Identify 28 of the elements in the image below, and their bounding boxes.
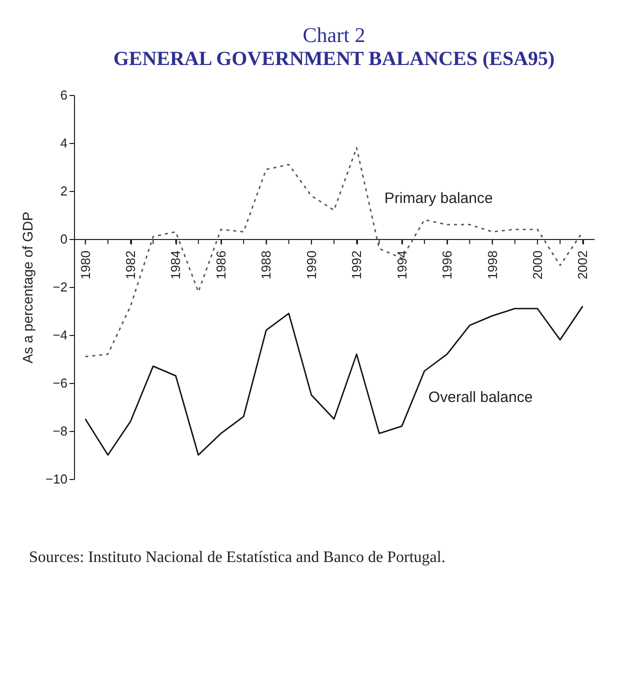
y-tick-label: 6 xyxy=(60,88,68,102)
y-tick-label: −6 xyxy=(52,376,68,390)
x-tick-label: 1994 xyxy=(394,250,410,280)
y-tick-label: 2 xyxy=(60,184,68,198)
chart-subtitle: GENERAL GOVERNMENT BALANCES (ESA95) xyxy=(113,48,555,70)
x-tick-label: 2000 xyxy=(530,250,545,280)
y-axis-title: As a percentage of GDP xyxy=(19,212,36,364)
series-label: Primary balance xyxy=(384,190,493,207)
chart-title: Chart 2 xyxy=(302,23,366,47)
x-tick-label: 1998 xyxy=(484,250,500,280)
x-tick-label: 1980 xyxy=(78,250,93,280)
x-tick-label: 1988 xyxy=(258,250,274,280)
y-tick-label: 4 xyxy=(60,136,68,150)
y-tick-label: 0 xyxy=(60,232,68,246)
x-tick-label: 1984 xyxy=(168,250,184,280)
x-tick-label: 1990 xyxy=(304,250,319,280)
source-note: Sources: Instituto Nacional de Estatística and Banco de Portugal. xyxy=(29,549,446,566)
y-tick-label: −10 xyxy=(45,472,68,486)
y-tick-label: −2 xyxy=(52,280,68,294)
series-label: Overall balance xyxy=(428,389,533,406)
x-tick-label: 1986 xyxy=(213,250,228,280)
y-tick-label: −4 xyxy=(52,328,68,342)
x-tick-label: 1996 xyxy=(440,250,455,280)
x-tick-label: 1982 xyxy=(123,250,138,280)
y-tick-label: −8 xyxy=(52,424,68,438)
x-tick-label: 2002 xyxy=(575,250,590,280)
line-series xyxy=(84,306,584,456)
x-tick-label: 1992 xyxy=(349,250,364,280)
